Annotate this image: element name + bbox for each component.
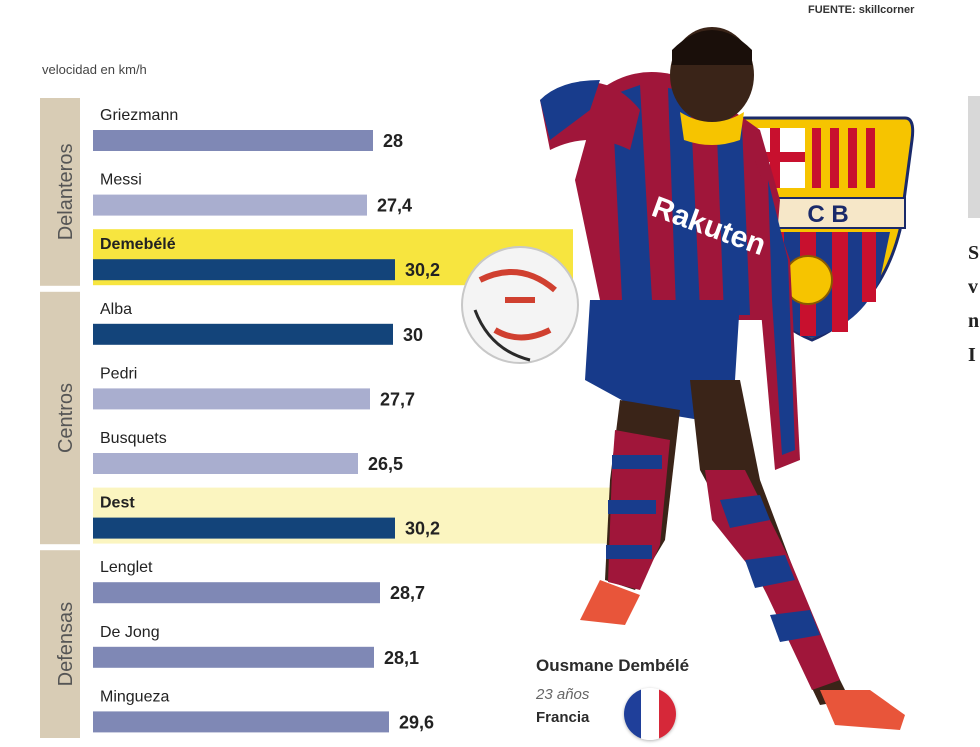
bar [93, 582, 380, 604]
value-label: 28,7 [390, 583, 425, 603]
value-label: 29,6 [399, 712, 434, 732]
cropped-letter: S [968, 242, 980, 264]
value-label: 30,2 [405, 519, 440, 539]
source-note: FUENTE: skillcorner [808, 4, 915, 16]
player-card: Ousmane Dembélé 23 años Francia [536, 656, 736, 726]
value-label: 30 [403, 325, 423, 345]
group-band [40, 291, 80, 545]
value-label: 30,2 [405, 260, 440, 280]
bar [93, 194, 367, 216]
bar [93, 323, 393, 345]
player-illustration: C B Rakuten [461, 27, 915, 730]
group-label: Delanteros [55, 144, 77, 241]
category-label: Dest [100, 495, 135, 512]
category-label: Demebélé [100, 236, 176, 253]
category-label: Lenglet [100, 559, 153, 576]
player-country: Francia [536, 709, 590, 726]
bar-series [93, 130, 395, 733]
bar [93, 259, 395, 281]
cropped-letter: v [968, 276, 978, 298]
player-name: Ousmane Dembélé [536, 656, 690, 675]
value-label: 26,5 [368, 454, 403, 474]
group-band [40, 98, 80, 286]
bar [93, 130, 373, 151]
cropped-image-edge [968, 96, 980, 218]
group-label: Defensas [55, 602, 77, 687]
value-label: 27,7 [380, 389, 415, 409]
group-band [40, 550, 80, 738]
bar [93, 388, 370, 410]
value-label: 28,1 [384, 648, 419, 668]
crest-letters: C B [807, 201, 848, 228]
group-bands: Delanteros Centros Defensas [40, 98, 80, 738]
cropped-letter: I [968, 344, 976, 366]
value-label: 27,4 [377, 196, 412, 216]
cropped-letter: n [968, 310, 980, 332]
category-label: Mingueza [100, 688, 169, 705]
category-label: Busquets [100, 430, 167, 447]
bar [93, 517, 395, 539]
value-label: 28 [383, 131, 403, 151]
category-label: Pedri [100, 365, 137, 382]
group-label: Centros [55, 383, 77, 453]
cropped-article-text: S v n I [968, 236, 979, 372]
unit-label: velocidad en km/h [42, 62, 147, 77]
category-label: De Jong [100, 624, 160, 641]
bar [93, 453, 358, 474]
france-flag-icon [624, 688, 676, 740]
bar [93, 646, 374, 668]
bar-labels: Griezmann 28 Messi 27,4 Demebélé 30,2 Alba 30 Pe… [100, 107, 440, 732]
footballer-figure: Rakuten [461, 27, 905, 730]
category-label: Alba [100, 301, 132, 318]
category-label: Griezmann [100, 107, 178, 124]
category-label: Messi [100, 172, 142, 189]
bar [93, 711, 389, 733]
player-age: 23 años [536, 686, 590, 703]
